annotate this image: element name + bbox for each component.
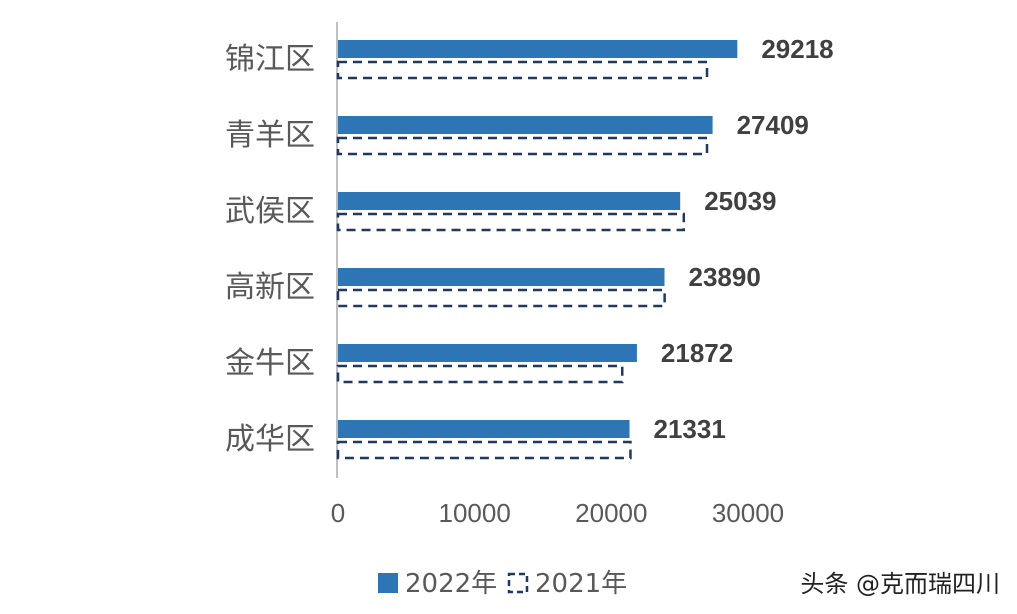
category-label: 金牛区: [225, 346, 315, 381]
legend: 2022年 2021年: [378, 569, 627, 599]
x-tick-label: 10000: [439, 498, 511, 528]
data-label: 29218: [761, 34, 833, 64]
bar-2021: [336, 136, 709, 156]
bar-2022: [338, 268, 665, 286]
legend-label-2021: 2021年: [535, 569, 627, 599]
bar-2022: [338, 116, 713, 134]
bar-2021: [336, 212, 686, 232]
x-tick-label: 20000: [575, 498, 647, 528]
bar-2021: [336, 60, 709, 80]
x-tick-label: 30000: [712, 498, 784, 528]
bar-2021: [336, 440, 632, 460]
bar-2021: [336, 364, 624, 384]
x-tick-labels: 0 10000 20000 30000: [331, 498, 784, 528]
bar-2022: [338, 40, 738, 58]
bar-2021: [336, 288, 666, 308]
data-labels: 29218 27409 25039 23890 21872 21331: [654, 34, 834, 444]
legend-swatch-2021: [507, 572, 529, 594]
watermark: 头条 @克而瑞四川: [800, 570, 1000, 598]
data-label: 23890: [688, 262, 760, 292]
bars-group: [336, 40, 738, 460]
data-label: 25039: [704, 186, 776, 216]
data-label: 21331: [654, 414, 726, 444]
category-label: 青羊区: [225, 118, 315, 153]
category-label: 成华区: [225, 422, 315, 457]
bar-2022: [338, 420, 630, 438]
x-tick-label: 0: [331, 498, 345, 528]
legend-swatch-2022: [378, 573, 398, 593]
data-label: 27409: [737, 110, 809, 140]
category-label: 锦江区: [225, 42, 315, 77]
bar-2022: [338, 192, 681, 210]
bar-2022: [338, 344, 637, 362]
category-label: 高新区: [225, 270, 315, 305]
legend-label-2022: 2022年: [405, 569, 497, 599]
data-label: 21872: [661, 338, 733, 368]
category-label: 武侯区: [225, 194, 315, 229]
